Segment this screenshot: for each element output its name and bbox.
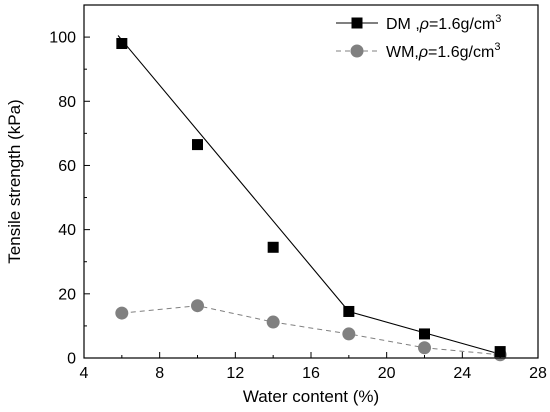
axes: 4 8 12 16 20 24 28 0 20 40 60 80 100 Water content (%…: [5, 4, 547, 406]
dm-point: [343, 305, 355, 317]
legend-label-unit: =1.6g/cm: [429, 16, 495, 33]
legend-marker-circle: [350, 44, 364, 58]
legend-label-1: WM,ρ=1.6g/cm3: [386, 41, 500, 61]
y-tick-label: 0: [67, 351, 76, 368]
x-tick-label: 4: [80, 365, 89, 382]
dm-point: [192, 139, 203, 151]
legend-label-sup: 3: [494, 41, 500, 53]
dm-point: [494, 346, 506, 358]
wm-point: [191, 299, 204, 313]
legend-label-rho: ρ: [419, 16, 429, 33]
x-tick-label: 8: [155, 365, 164, 382]
x-tick-label: 20: [378, 365, 396, 382]
wm-point: [266, 315, 280, 329]
dm-point: [419, 328, 430, 340]
legend-label-unit: =1.6g/cm: [428, 44, 494, 61]
x-tick-label: 24: [453, 365, 471, 382]
wm-point: [115, 306, 129, 320]
x-tick-label: 12: [226, 365, 244, 382]
y-tick-label: 20: [58, 286, 76, 303]
x-tick-label: 28: [529, 365, 547, 382]
y-tick-label: 60: [58, 158, 76, 175]
legend-label-main: DM ,: [386, 16, 420, 33]
y-axis-title: Tensile strength (kPa): [5, 99, 24, 263]
plot-area: [115, 35, 507, 362]
y-tick-label: 40: [58, 222, 76, 239]
dm-series-line: [117, 35, 501, 355]
wm-point: [418, 341, 431, 355]
legend-label-sup: 3: [495, 13, 501, 25]
y-tick-label: 100: [49, 30, 76, 47]
dm-point: [116, 38, 128, 50]
legend-label-rho: ρ: [418, 44, 428, 61]
x-tick-label: 16: [302, 365, 320, 382]
y-tick-label: 80: [58, 94, 76, 111]
legend-marker-square: [351, 17, 363, 29]
wm-point: [342, 327, 356, 341]
legend-label-main: WM,: [386, 44, 419, 61]
wm-series-line: [121, 305, 501, 356]
x-axis-title: Water content (%): [243, 387, 379, 406]
legend-label-0: DM ,ρ=1.6g/cm3: [386, 13, 501, 33]
dm-point: [267, 241, 279, 253]
